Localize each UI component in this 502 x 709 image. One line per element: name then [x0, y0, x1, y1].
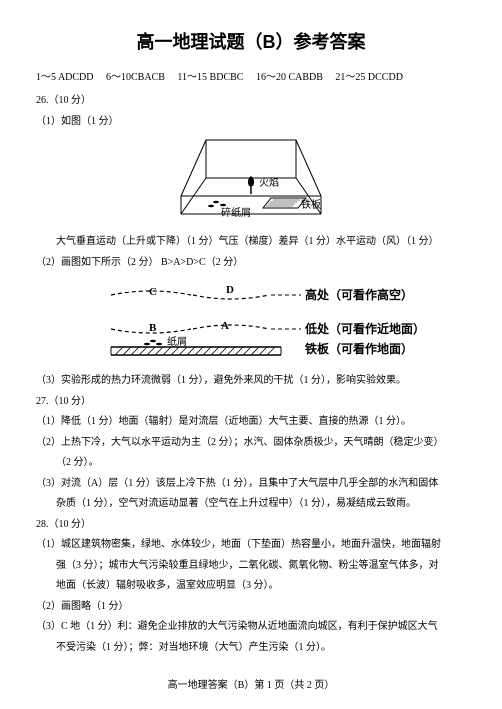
q28-p3b: 不受污染（1 分）；弊：对当地环境（大气）产生污染（1 分）。 — [36, 638, 466, 659]
q27-p1: （1）降低（1 分）地面（辐射）是对流层（近地面）大气主要、直接的热源（1 分）… — [36, 412, 466, 433]
q28-p2: （2）画图略（1 分） — [36, 597, 466, 618]
answers-group-4: 16～20 CABDB — [256, 72, 323, 83]
fig2-paper-label: 纸屑 — [167, 335, 187, 348]
answers-group-1: 1～5 ADCDD — [36, 72, 94, 83]
q27-p3b: 杂质（1 分），空气对流运动显著（空气在上升过程中）（1 分），易凝结成云致雨。 — [36, 494, 466, 515]
fig2-plate-hatching — [111, 347, 281, 355]
fig2-a-label: A — [221, 320, 229, 332]
mcq-answers: 1～5 ADCDD 6～10CBACB 11～15 BDCBC 16～20 CA… — [36, 68, 466, 83]
answers-group-5: 21～25 DCCDD — [335, 72, 403, 83]
answers-group-3: 11～15 BDCBC — [177, 72, 243, 83]
q28-p3a: （3）C 地（1 分）利：避免企业排放的大气污染物从近地面流向城区，有利于保护城… — [36, 617, 466, 638]
q26-p4: （3）实验形成的热力环流微弱（1 分），避免外来风的干扰（1 分），影响实验效果… — [36, 371, 466, 392]
fig1-plate-label: 铁板 — [301, 198, 321, 211]
q28-header: 28.（10 分） — [36, 515, 466, 536]
q26-p3: （2）画图如下所示（2 分） B>A>D>C（2 分） — [36, 253, 466, 274]
q28-p1c: 地面（长波）辐射吸收多，温室效应明显（3 分）。 — [36, 576, 466, 597]
q27-p3a: （3）对流（A）层（1 分）该层上冷下热（1 分），且集中了大气层中几乎全部的水… — [36, 474, 466, 495]
fig2-high-label: 高处（可看作高空） — [305, 287, 413, 302]
q27-p2b: （2 分）。 — [36, 453, 466, 474]
fig1-paper-label: 碎纸屑 — [221, 206, 251, 219]
q27-header: 27.（10 分） — [36, 392, 466, 413]
fig2-d-label: D — [226, 284, 234, 296]
q26-p3-prefix: （2）画图如下所示（2 分） — [36, 257, 159, 268]
q26-figure-2: C D 高处（可看作高空） B A 低处（可看作近地面） 纸屑 — [36, 277, 466, 365]
q26-p3-formula: B>A>D>C（2 分） — [161, 257, 243, 268]
q26-figure-1: 火焰 碎纸屑 铁板 — [36, 136, 466, 226]
page-title: 高一地理试题（B）参考答案 — [36, 28, 466, 54]
q28-p1a: （1）城区建筑物密集，绿地、水体较少，地面（下垫面）热容量小，地面升温快，地面辐… — [36, 535, 466, 556]
page-footer: 高一地理答案（B）第 1 页（共 2 页） — [0, 676, 502, 691]
fig2-b-label: B — [149, 322, 157, 334]
q26-p1: （1）如图（1 分） — [36, 112, 466, 133]
fig2-c-label: C — [149, 286, 157, 298]
fig2-plate-label: 铁板（可看作地面） — [305, 341, 413, 356]
q26-header: 26.（10 分） — [36, 91, 466, 112]
q28-p1b: 强（3 分）；城市大气污染较重且绿地少，二氧化碳、氮氧化物、粉尘等温室气体多，对 — [36, 556, 466, 577]
q26-p2: 大气垂直运动（上升或下降）（1 分）气压（梯度）差异（1 分）水平运动（风）（1… — [36, 232, 466, 253]
q27-p2a: （2）上热下冷，大气以水平运动为主（2 分）；水汽、固体杂质极少，天气晴朗（稳定… — [36, 433, 466, 454]
fig1-flame-label: 火焰 — [259, 176, 279, 189]
fig2-low-label: 低处（可看作近地面） — [304, 321, 421, 336]
answers-group-2: 6～10CBACB — [106, 72, 165, 83]
